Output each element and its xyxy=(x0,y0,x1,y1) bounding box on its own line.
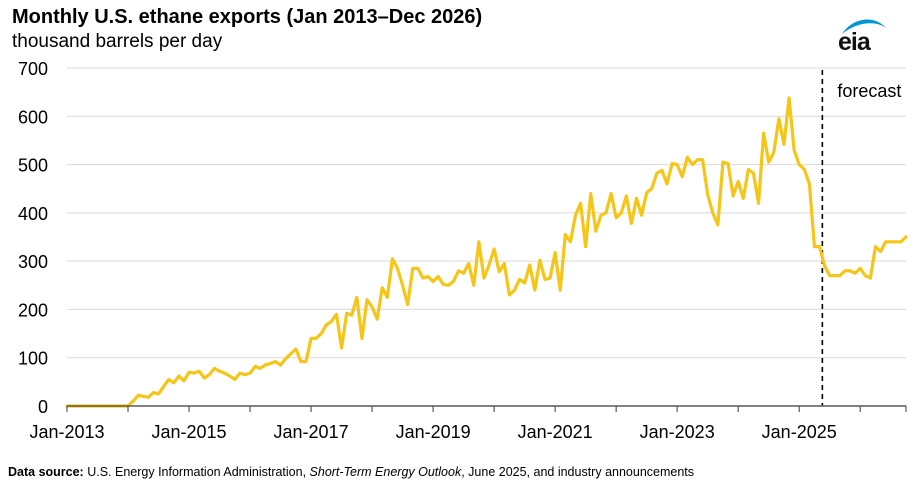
y-tick-label: 500 xyxy=(18,156,48,176)
x-tick-label: Jan-2015 xyxy=(152,422,227,442)
line-layer xyxy=(65,96,908,408)
x-tick-label: Jan-2019 xyxy=(396,422,471,442)
line-chart: 0 100 200 300 400 500 600 700 Jan-2013 Jan-2015 Ja… xyxy=(18,59,908,442)
forecast-label: forecast xyxy=(837,81,901,101)
y-tick-label: 600 xyxy=(18,107,48,127)
x-tick-label: Jan-2023 xyxy=(640,422,715,442)
y-tick-label: 400 xyxy=(18,204,48,224)
footer-text-2: , June 2025, and industry announcements xyxy=(461,465,695,479)
x-tick-label: Jan-2021 xyxy=(518,422,593,442)
x-tick-label: Jan-2013 xyxy=(29,422,104,442)
logo-text: eia xyxy=(838,28,871,56)
logo-swoosh-icon xyxy=(842,19,886,34)
grid-layer xyxy=(67,67,906,359)
label-layer: 0 100 200 300 400 500 600 700 Jan-2013 Jan-2015 Ja… xyxy=(18,59,901,442)
data-source-footer: Data source: U.S. Energy Information Adm… xyxy=(8,465,694,479)
x-tick-label: Jan-2025 xyxy=(762,422,837,442)
logo-swoosh-path xyxy=(842,19,886,34)
footer-label: Data source: xyxy=(8,465,84,479)
y-tick-label: 700 xyxy=(18,59,48,79)
y-tick-label: 300 xyxy=(18,252,48,272)
chart-title: Monthly U.S. ethane exports (Jan 2013–De… xyxy=(12,6,483,28)
footer-text-1: U.S. Energy Information Administration, xyxy=(83,465,310,479)
series-line-ethane-exports xyxy=(65,96,908,408)
chart-subtitle: thousand barrels per day xyxy=(12,31,223,52)
y-tick-label: 200 xyxy=(18,300,48,320)
eia-logo: eia xyxy=(838,14,890,56)
footer-link[interactable]: Short-Term Energy Outlook xyxy=(309,465,462,479)
y-tick-label: 100 xyxy=(18,349,48,369)
axis-layer xyxy=(66,405,907,412)
x-tick-label: Jan-2017 xyxy=(274,422,349,442)
y-tick-label: 0 xyxy=(38,397,48,417)
